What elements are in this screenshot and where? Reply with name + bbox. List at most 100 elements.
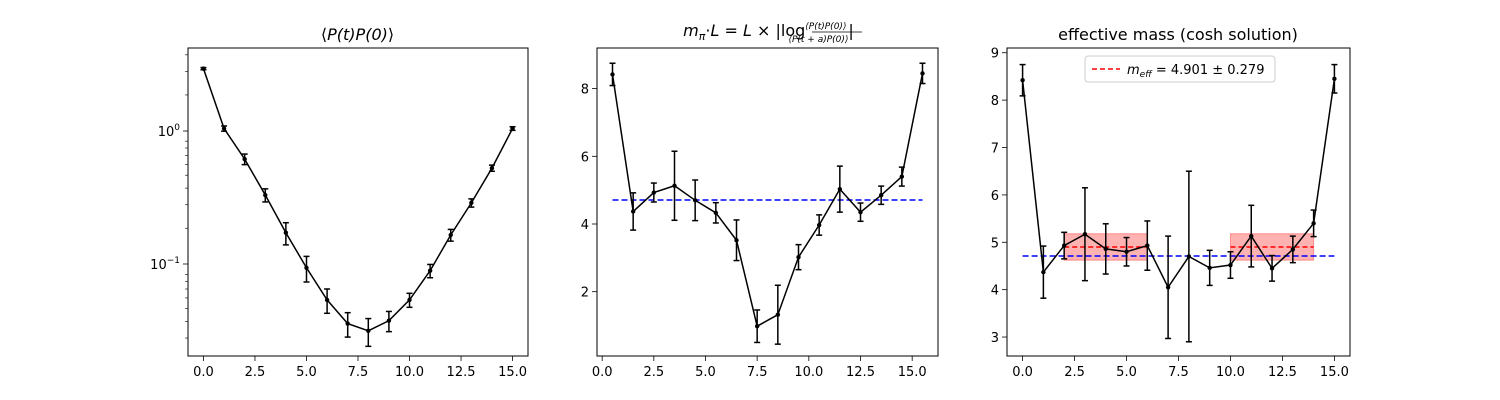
x-tick-label: 15.0 <box>498 365 527 380</box>
y-tick-label: 8 <box>581 83 589 98</box>
x-tick-label: 10.0 <box>794 365 823 380</box>
effective-mass-axes-frame <box>1006 47 1351 357</box>
x-tick-label: 2.5 <box>245 365 266 380</box>
title-correlator-body: P(t)P(0) <box>327 25 388 44</box>
x-tick-label: 5.0 <box>695 365 716 380</box>
effective-mass-x-ticks: 0.0 2.5 5.0 7.5 10.0 12.5 15.0 <box>1012 356 1349 380</box>
data-point <box>1311 221 1316 226</box>
panel-mpi-l: mπ·L = L × |log⟨P(t)P(0)⟩ ⟨P(t + a)P(0)⟩|… <box>581 21 939 380</box>
data-point <box>796 254 801 260</box>
series-line <box>202 68 514 332</box>
data-point <box>899 174 905 179</box>
data-point <box>283 230 289 235</box>
data-point <box>1207 265 1212 271</box>
y-tick-label: 2 <box>581 286 589 301</box>
effective-mass-legend: meff = 4.901 ± 0.279 <box>1084 55 1276 83</box>
data-point <box>754 324 760 329</box>
x-tick-label: 0.0 <box>193 365 214 380</box>
y-tick-label: 3 <box>991 331 999 346</box>
data-point <box>920 71 925 76</box>
data-point <box>386 318 392 323</box>
x-tick-label: 10.0 <box>395 365 424 380</box>
x-tick-label: 2.5 <box>1064 365 1085 380</box>
data-point <box>345 321 350 326</box>
x-tick-label: 7.5 <box>1168 365 1189 380</box>
data-point <box>242 156 247 162</box>
panel-effective-mass: effective mass (cosh solution) 0.0 2.5 5.0… <box>991 25 1351 380</box>
y-tick-label: 9 <box>991 47 999 62</box>
mpi-l-plot-area <box>609 62 926 345</box>
data-point <box>878 193 884 198</box>
mpi-l-y-ticks: 2 4 6 8 <box>581 83 597 301</box>
data-point <box>324 297 330 303</box>
x-tick-label: 0.0 <box>592 365 613 380</box>
effective-mass-y-ticks: 3 4 5 6 7 8 9 <box>991 47 1007 346</box>
data-point <box>1269 266 1275 271</box>
x-tick-label: 15.0 <box>898 365 927 380</box>
data-point <box>1124 249 1129 254</box>
correlator-x-ticks: 0.0 2.5 5.0 7.5 10.0 12.5 15.0 <box>193 356 527 380</box>
data-point <box>1290 247 1296 252</box>
data-point <box>775 312 781 317</box>
y-tick-label: 6 <box>581 150 589 165</box>
correlator-title: ⟨P(t)P(0)⟩ <box>321 25 394 44</box>
title-close-bracket: ⟩ <box>388 25 394 44</box>
correlator-y-ticks: 100 10−1 <box>150 54 188 339</box>
x-tick-label: 7.5 <box>747 365 768 380</box>
x-tick-label: 5.0 <box>296 365 317 380</box>
data-point <box>672 183 677 188</box>
data-point <box>1061 243 1067 248</box>
data-point <box>263 192 268 198</box>
data-point <box>692 198 698 203</box>
mpi-l-title: mπ·L = L × |log⟨P(t)P(0)⟩ ⟨P(t + a)P(0)⟩| <box>683 21 854 45</box>
legend-box <box>1084 55 1276 83</box>
data-point <box>366 328 371 334</box>
y-tick-label-1e0: 100 <box>158 123 181 140</box>
data-point <box>713 210 719 216</box>
y-tick-label: 7 <box>991 142 999 157</box>
x-tick-label: 12.5 <box>1268 365 1297 380</box>
data-point <box>1145 243 1150 248</box>
x-tick-label: 12.5 <box>846 365 875 380</box>
data-point <box>489 165 495 171</box>
data-point <box>610 72 615 77</box>
mpi-l-axes-frame <box>596 47 939 357</box>
x-tick-label: 2.5 <box>643 365 664 380</box>
data-point <box>816 222 822 228</box>
title-open-bracket: ⟨ <box>321 25 327 44</box>
effective-mass-title: effective mass (cosh solution) <box>1058 25 1298 44</box>
data-point <box>858 209 863 215</box>
data-point <box>1165 285 1171 290</box>
data-point <box>510 126 515 131</box>
data-point <box>1249 233 1254 239</box>
y-tick-label: 4 <box>991 284 999 299</box>
data-point <box>1228 262 1233 268</box>
legend-label: meff = 4.901 ± 0.279 <box>1127 63 1264 80</box>
data-point <box>221 126 227 131</box>
y-tick-label: 6 <box>991 189 999 204</box>
correlator-plot-area <box>200 66 516 348</box>
data-point <box>201 66 206 71</box>
mpi-l-x-ticks: 0.0 2.5 5.0 7.5 10.0 12.5 15.0 <box>592 356 927 380</box>
data-point <box>837 186 843 192</box>
data-point <box>1103 246 1108 252</box>
data-point <box>1020 78 1025 83</box>
data-point <box>1082 232 1088 237</box>
correlator-axes-frame <box>187 47 529 357</box>
x-tick-label: 10.0 <box>1216 365 1245 380</box>
data-point <box>448 232 453 238</box>
y-tick-label: 4 <box>581 218 589 233</box>
data-point <box>304 265 309 270</box>
x-tick-label: 7.5 <box>348 365 369 380</box>
data-point <box>734 238 739 243</box>
data-point <box>1041 269 1046 275</box>
y-tick-label-1e-1: 10−1 <box>150 256 180 273</box>
data-point <box>1186 254 1192 259</box>
x-tick-label: 12.5 <box>447 365 476 380</box>
data-point <box>1332 76 1337 82</box>
data-point <box>651 190 657 195</box>
y-tick-label: 5 <box>991 236 999 251</box>
series-line <box>1021 78 1336 289</box>
x-tick-label: 0.0 <box>1012 365 1033 380</box>
